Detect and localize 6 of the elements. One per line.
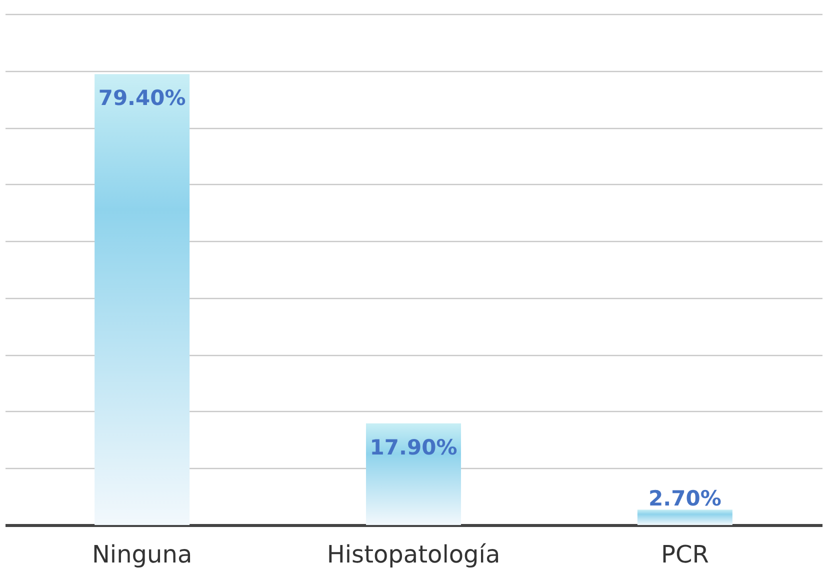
x-tick-label: Histopatología [326,540,500,568]
x-tick-label: Ninguna [92,540,192,568]
data-label: 17.90% [370,435,458,460]
data-label: 2.70% [648,486,722,511]
data-label: 79.40% [98,86,186,110]
x-tick-label: PCR [660,540,709,568]
